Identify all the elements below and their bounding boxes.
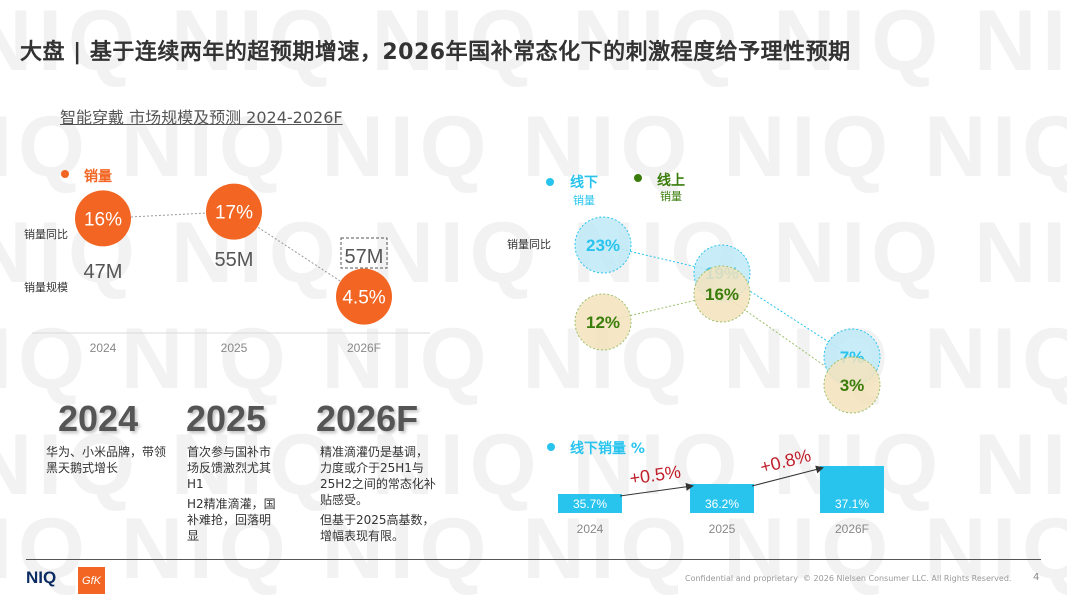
legend-dot-volume: [61, 170, 69, 178]
timeline-desc-line: 华为、小米品牌，带领黑天鹅式增长: [46, 445, 167, 475]
legend-dot-share: [547, 443, 555, 451]
share-value-2025: 36.2%: [705, 497, 739, 511]
legend-dot-offline: [546, 178, 554, 186]
online-label-2025: 16%: [705, 285, 739, 304]
yoy-bubble-2025: [206, 183, 262, 240]
gfk-logo-text: GfK: [82, 574, 101, 587]
legend-offline-sub: 销量: [573, 194, 595, 207]
timeline-desc-line: 首次参与国补市场反馈激烈尤其H1: [187, 445, 272, 491]
online-bubble-2025: [693, 265, 751, 323]
online-connector: [602, 293, 853, 386]
row-label-offline-yoy: 销量同比: [507, 238, 551, 251]
yoy-label-2026F: 4.5%: [342, 288, 385, 309]
timeline-desc-line: 精准滴灌仍是基调，力度或介于25H1与25H2之间的常态化补贴感受。: [320, 445, 436, 507]
channel-chart: 23%19%7%12%16%3%: [574, 216, 881, 414]
timeline-desc-line: H2精准滴灌，国补难抢，回落明显: [187, 497, 276, 543]
legend-volume: 销量: [84, 169, 112, 185]
footer-divider: [26, 559, 1041, 560]
online-bubble-2024: [574, 293, 632, 351]
share-change-label: +0.5%: [628, 462, 682, 489]
x-tick-2026F: 2026F: [347, 341, 381, 355]
timeline-year-2024: 2024: [58, 398, 139, 439]
online-bubble-2026F: [823, 356, 881, 414]
timeline-desc-line: 但基于2025高基数，增幅表现有限。: [320, 513, 435, 543]
share-tick-2025: 2025: [709, 522, 736, 536]
niq-logo: NIQ: [26, 568, 57, 587]
gfk-logo: GfK: [78, 567, 105, 594]
scale-label-2025: 55M: [215, 249, 254, 271]
offline-connector: [602, 244, 853, 358]
legend-share: 线下销量 %: [570, 441, 645, 457]
row-label-yoy: 销量同比: [24, 228, 68, 241]
yoy-bubble-2026F: [336, 268, 392, 325]
share-tick-2026F: 2026F: [835, 522, 869, 536]
offline-bubble-2024: [574, 216, 632, 274]
row-label-scale: 销量规模: [24, 281, 68, 294]
yoy-label-2025: 17%: [215, 203, 253, 224]
share-bar-2026F: [820, 466, 884, 513]
legend-online-sub: 销量: [660, 190, 682, 203]
online-label-2024: 12%: [586, 313, 620, 332]
copyright-text: © 2026 Nielsen Consumer LLC. All Rights …: [803, 574, 1012, 583]
timeline-desc-2025: 首次参与国补市场反馈激烈尤其H1 H2精准滴灌，国补难抢，回落明显: [187, 444, 277, 544]
confidential-text: Confidential and proprietary: [685, 574, 798, 583]
yoy-label-2024: 16%: [84, 209, 122, 230]
share-change-arrow: [751, 465, 824, 487]
volume-chart: 16% 17% 4.5% 47M 55M 57M 2024 2025 2026F: [32, 183, 430, 355]
page-title: 大盘 | 基于连续两年的超预期增速，2026年国补常态化下的刺激程度给予理性预期: [20, 40, 851, 65]
scale-label-2026F: 57M: [345, 246, 384, 268]
legend-dot-online: [634, 174, 642, 182]
timeline-year-2025: 2025: [186, 398, 267, 439]
share-change-arrow: [619, 482, 694, 497]
online-label-2026F: 3%: [840, 376, 865, 395]
share-tick-2024: 2024: [577, 522, 604, 536]
share-bar-2024: [558, 494, 622, 513]
legend-online: 线上: [657, 173, 685, 189]
x-tick-2025: 2025: [221, 341, 248, 355]
x-tick-2024: 2024: [90, 341, 117, 355]
share-bar-2025: [690, 484, 754, 513]
yoy-bubble-2024: [75, 190, 131, 247]
scale-label-2024: 47M: [84, 261, 123, 283]
legend-offline: 线下: [570, 175, 598, 191]
forecast-box: [340, 237, 388, 269]
timeline-desc-2024: 华为、小米品牌，带领黑天鹅式增长: [46, 444, 166, 476]
timeline-year-2026f: 2026F: [316, 398, 419, 439]
page-number: 4: [1033, 572, 1040, 583]
share-value-2026F: 37.1%: [835, 497, 869, 511]
timeline-desc-2026f: 精准滴灌仍是基调，力度或介于25H1与25H2之间的常态化补贴感受。 但基于20…: [320, 444, 438, 544]
share-value-2024: 35.7%: [573, 497, 607, 511]
chart-subtitle: 智能穿戴 市场规模及预测 2024-2026F: [60, 108, 343, 127]
offline-label-2024: 23%: [586, 236, 620, 255]
